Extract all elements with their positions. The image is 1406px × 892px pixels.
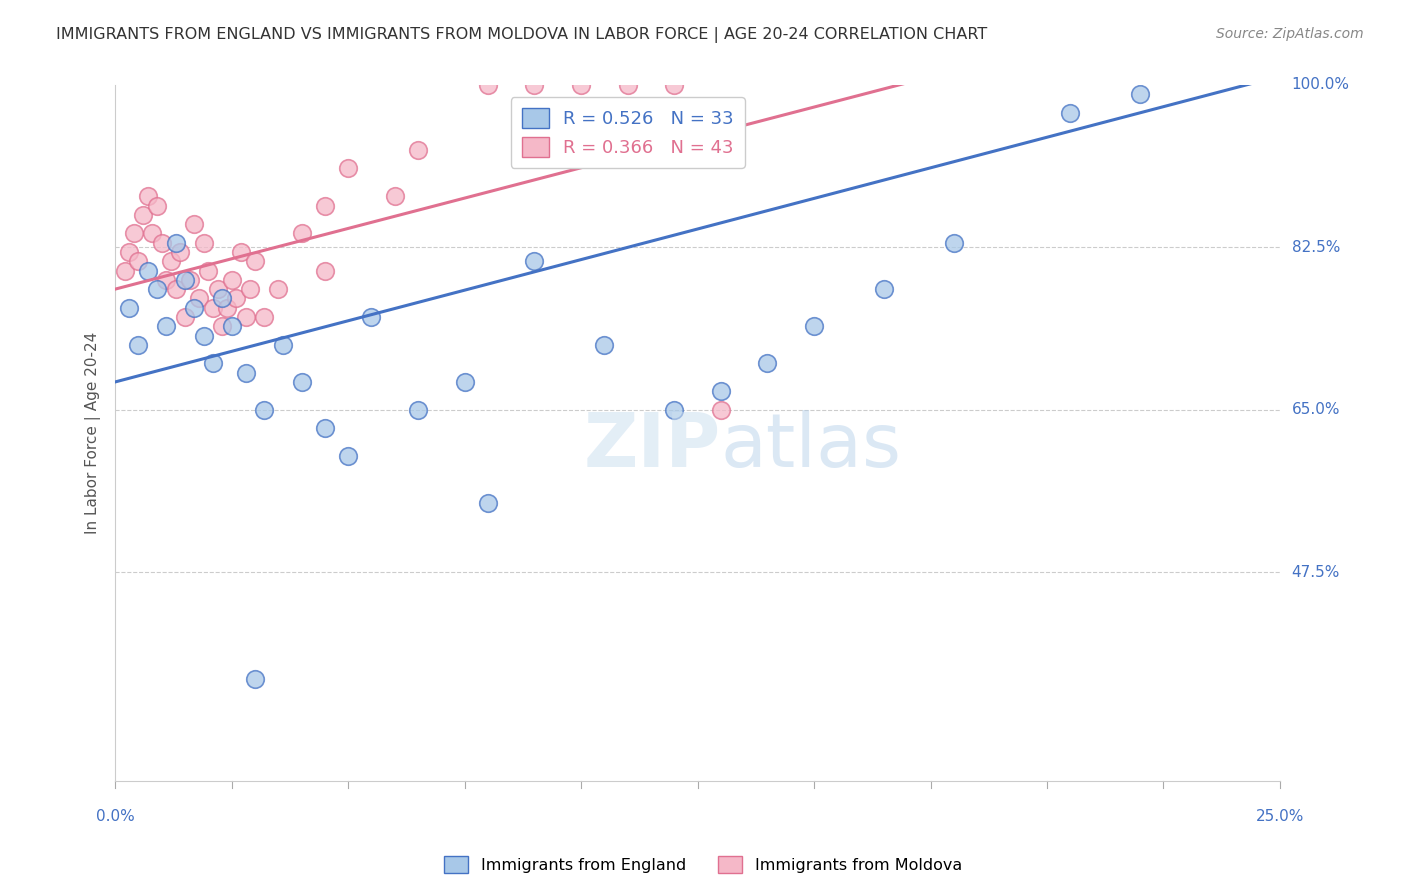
Point <box>710 402 733 417</box>
Point <box>114 263 136 277</box>
Point <box>193 328 215 343</box>
Point <box>314 198 336 212</box>
Point <box>174 273 197 287</box>
Point <box>267 282 290 296</box>
Point <box>337 449 360 463</box>
Point <box>477 78 499 92</box>
Point <box>235 366 257 380</box>
Text: 47.5%: 47.5% <box>1292 565 1340 580</box>
Point <box>253 310 276 324</box>
Point <box>873 282 896 296</box>
Point <box>183 301 205 315</box>
Point <box>160 254 183 268</box>
Point <box>132 208 155 222</box>
Point <box>127 338 149 352</box>
Point <box>337 161 360 176</box>
Text: 0.0%: 0.0% <box>96 809 135 824</box>
Point <box>314 263 336 277</box>
Point <box>179 273 201 287</box>
Point <box>235 310 257 324</box>
Point <box>803 319 825 334</box>
Point <box>1129 87 1152 102</box>
Point <box>169 245 191 260</box>
Point <box>221 273 243 287</box>
Y-axis label: In Labor Force | Age 20-24: In Labor Force | Age 20-24 <box>86 332 101 534</box>
Point <box>710 384 733 399</box>
Text: ZIP: ZIP <box>583 410 721 483</box>
Point <box>146 198 169 212</box>
Text: 100.0%: 100.0% <box>1292 78 1350 93</box>
Text: Source: ZipAtlas.com: Source: ZipAtlas.com <box>1216 27 1364 41</box>
Point <box>207 282 229 296</box>
Point <box>290 375 312 389</box>
Point <box>127 254 149 268</box>
Point <box>141 227 163 241</box>
Text: 82.5%: 82.5% <box>1292 240 1340 255</box>
Point <box>211 292 233 306</box>
Point <box>616 78 638 92</box>
Point <box>225 292 247 306</box>
Point <box>165 235 187 250</box>
Legend: Immigrants from England, Immigrants from Moldova: Immigrants from England, Immigrants from… <box>437 849 969 880</box>
Point <box>174 310 197 324</box>
Text: 25.0%: 25.0% <box>1256 809 1305 824</box>
Point <box>756 356 779 370</box>
Point <box>253 402 276 417</box>
Point <box>453 375 475 389</box>
Point <box>202 301 225 315</box>
Point <box>188 292 211 306</box>
Text: atlas: atlas <box>721 410 901 483</box>
Point <box>202 356 225 370</box>
Point <box>314 421 336 435</box>
Point <box>136 189 159 203</box>
Point <box>523 254 546 268</box>
Point <box>593 338 616 352</box>
Text: IMMIGRANTS FROM ENGLAND VS IMMIGRANTS FROM MOLDOVA IN LABOR FORCE | AGE 20-24 CO: IMMIGRANTS FROM ENGLAND VS IMMIGRANTS FR… <box>56 27 987 43</box>
Point <box>221 319 243 334</box>
Point <box>118 245 141 260</box>
Legend: R = 0.526   N = 33, R = 0.366   N = 43: R = 0.526 N = 33, R = 0.366 N = 43 <box>510 97 745 168</box>
Point <box>243 672 266 686</box>
Point <box>271 338 294 352</box>
Point <box>183 217 205 231</box>
Point <box>664 402 686 417</box>
Point <box>664 78 686 92</box>
Point <box>569 78 592 92</box>
Point <box>384 189 406 203</box>
Point <box>406 143 429 157</box>
Point <box>523 78 546 92</box>
Point <box>360 310 382 324</box>
Point <box>243 254 266 268</box>
Point <box>197 263 219 277</box>
Point <box>136 263 159 277</box>
Point <box>229 245 252 260</box>
Point <box>155 273 177 287</box>
Point <box>477 495 499 509</box>
Point <box>150 235 173 250</box>
Point <box>193 235 215 250</box>
Point <box>118 301 141 315</box>
Text: 65.0%: 65.0% <box>1292 402 1340 417</box>
Point <box>122 227 145 241</box>
Point <box>215 301 238 315</box>
Point <box>146 282 169 296</box>
Point <box>211 319 233 334</box>
Point <box>406 402 429 417</box>
Point <box>239 282 262 296</box>
Point <box>942 235 965 250</box>
Point <box>155 319 177 334</box>
Point <box>290 227 312 241</box>
Point <box>165 282 187 296</box>
Point <box>1059 105 1081 120</box>
